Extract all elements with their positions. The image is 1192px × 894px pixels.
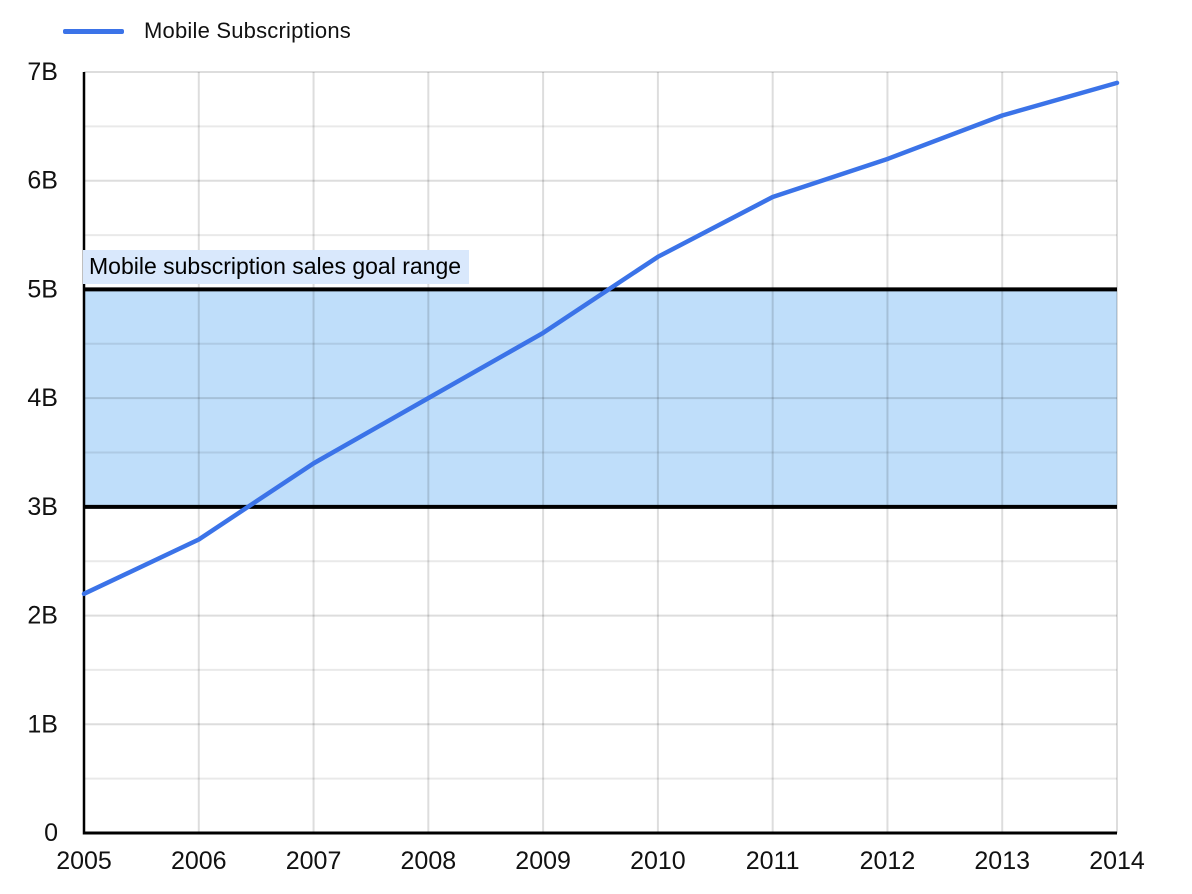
x-tick-label: 2007 xyxy=(286,847,342,875)
legend: Mobile Subscriptions xyxy=(63,17,351,45)
x-tick-label: 2014 xyxy=(1089,847,1145,875)
y-tick-label: 0 xyxy=(44,819,58,847)
y-tick-label: 6B xyxy=(27,167,58,195)
goal-band xyxy=(84,289,1117,507)
legend-label: Mobile Subscriptions xyxy=(144,18,351,43)
x-tick-label: 2005 xyxy=(56,847,112,875)
y-tick-label: 1B xyxy=(27,710,58,738)
y-tick-label: 5B xyxy=(27,275,58,303)
x-tick-label: 2006 xyxy=(171,847,227,875)
x-tick-label: 2009 xyxy=(515,847,571,875)
y-tick-label: 4B xyxy=(27,384,58,412)
legend-line-swatch xyxy=(63,28,124,34)
y-tick-label: 2B xyxy=(27,602,58,630)
x-tick-label: 2010 xyxy=(630,847,686,875)
x-tick-label: 2011 xyxy=(746,847,800,875)
y-tick-label: 3B xyxy=(27,493,58,521)
x-tick-label: 2008 xyxy=(401,847,457,875)
goal-range-annotation: Mobile subscription sales goal range xyxy=(83,250,470,284)
x-tick-label: 2012 xyxy=(860,847,916,875)
series-line xyxy=(81,80,1120,597)
x-tick-label: 2013 xyxy=(974,847,1030,875)
y-tick-label: 7B xyxy=(27,58,58,86)
